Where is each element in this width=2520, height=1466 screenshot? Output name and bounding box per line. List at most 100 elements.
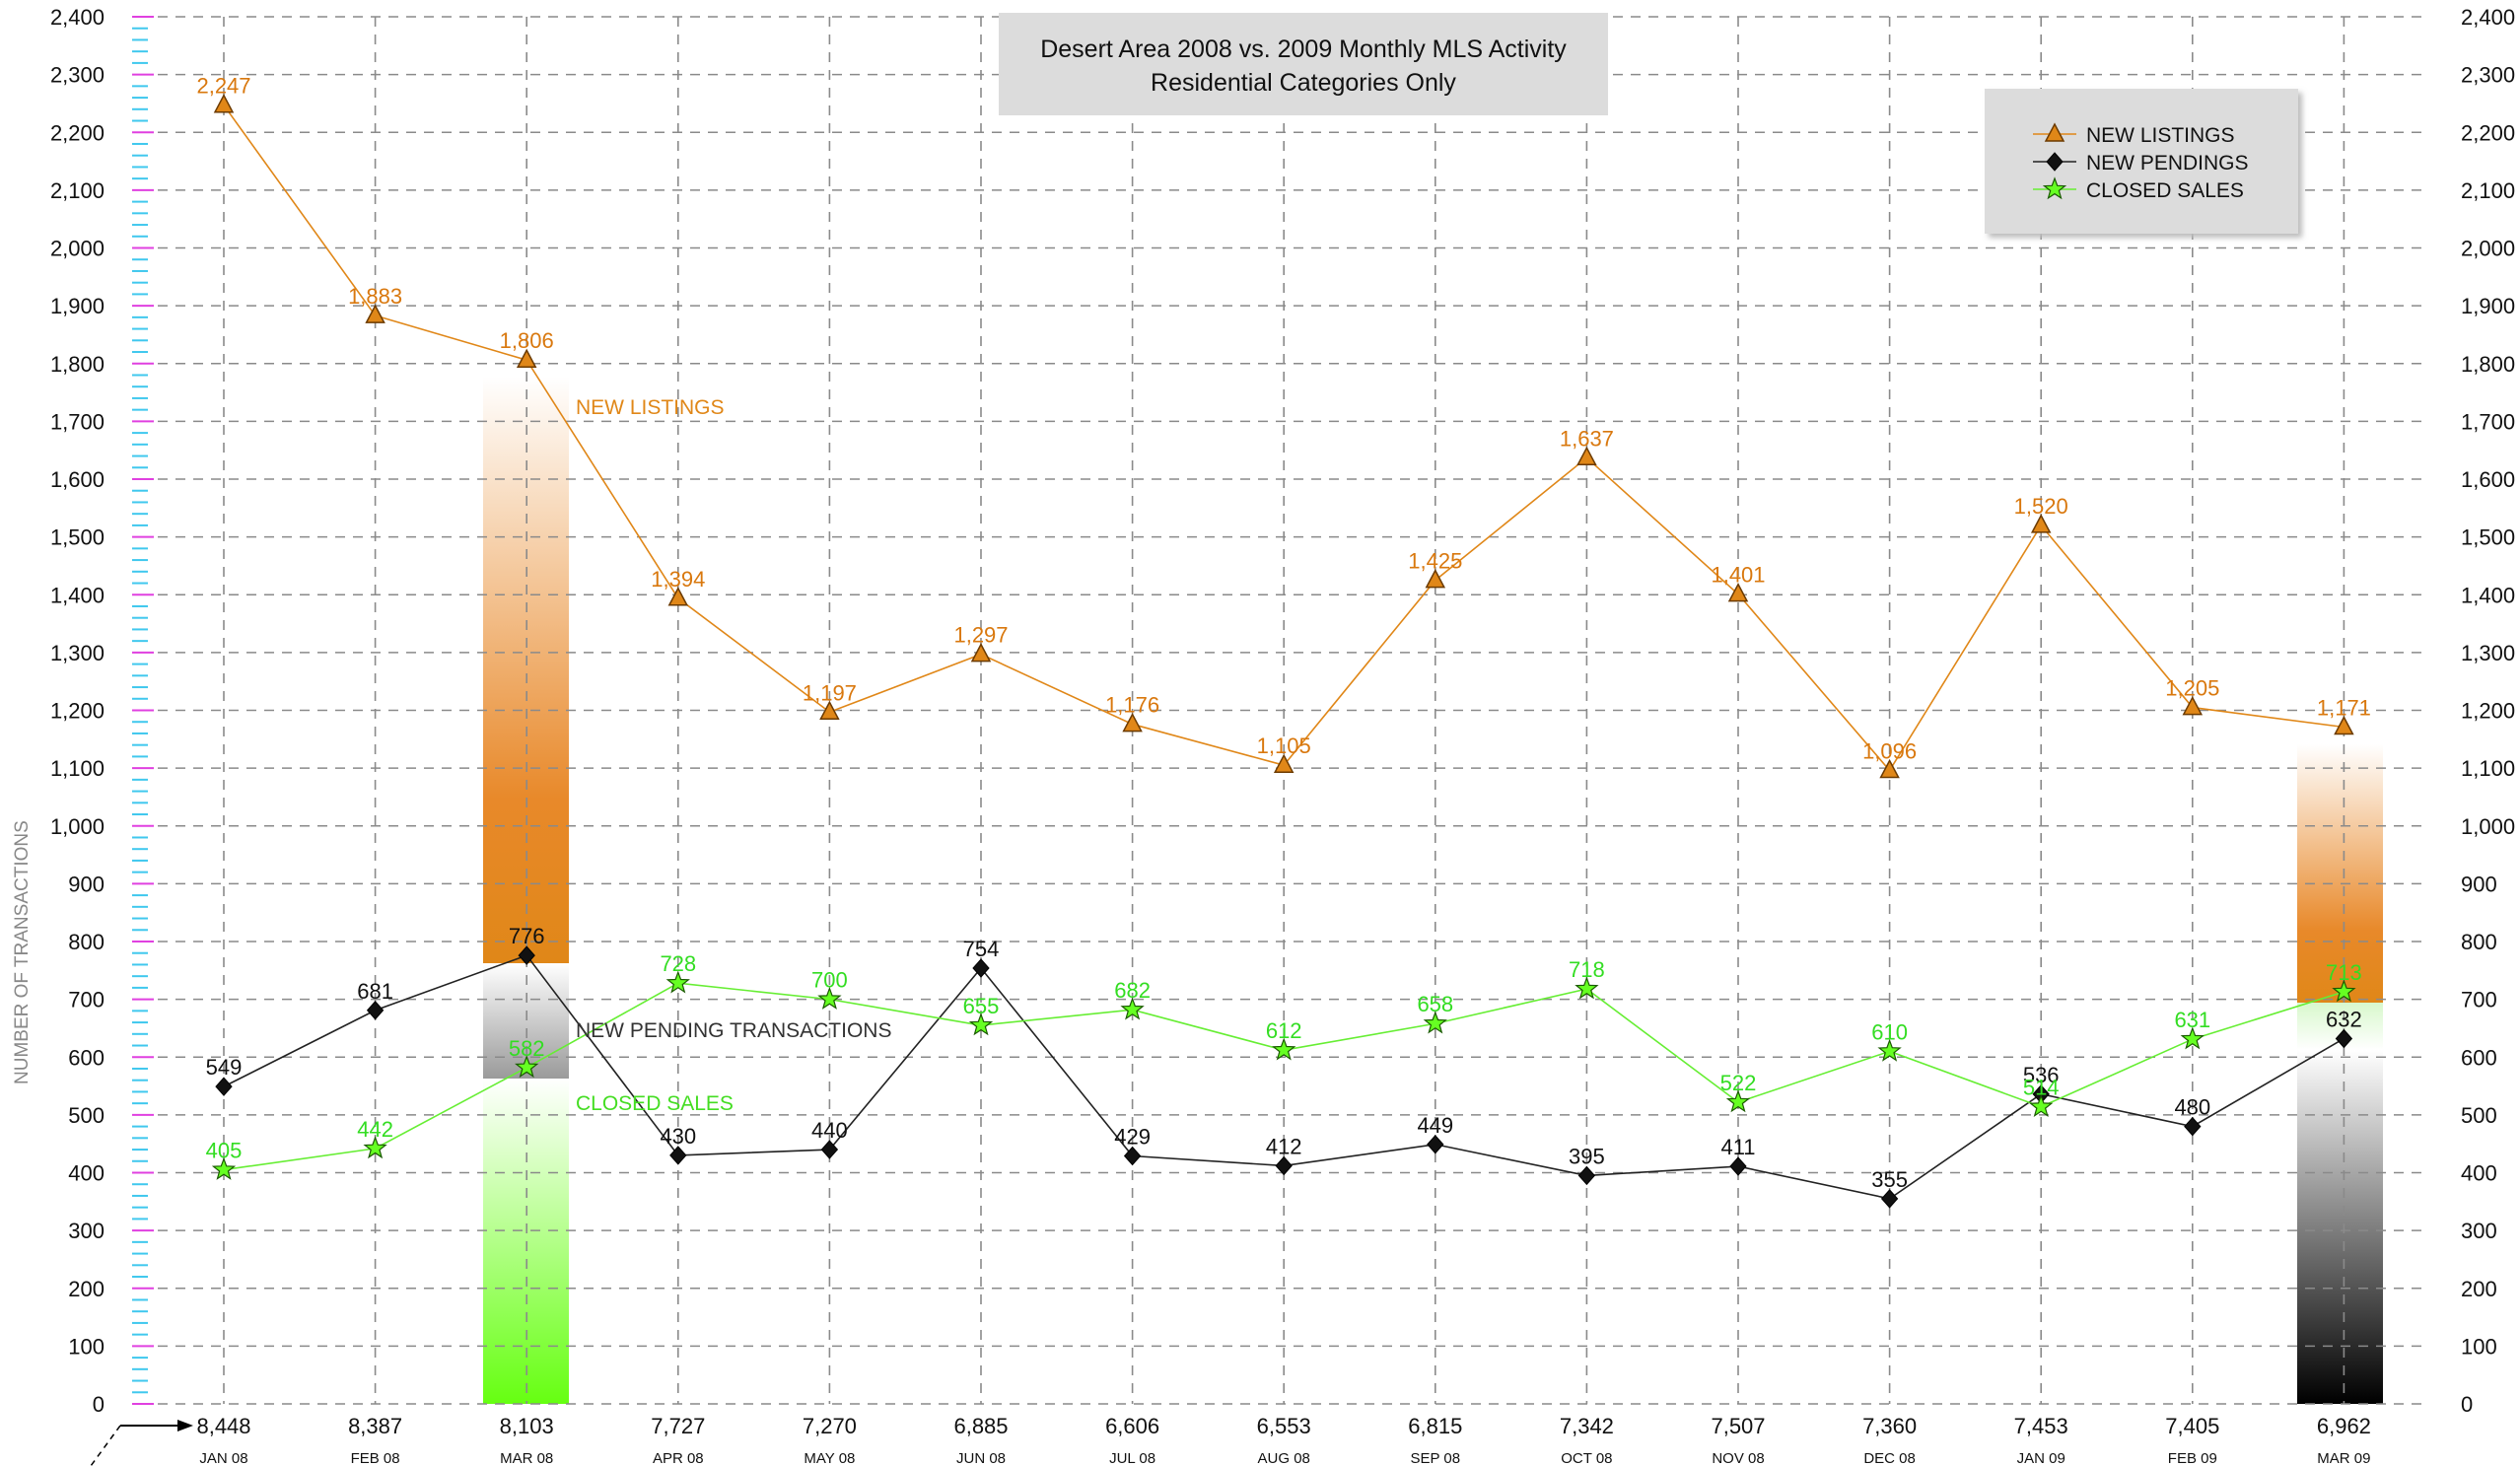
y-tick-label-right: 400 xyxy=(2461,1161,2497,1186)
x-tick-label: JUN 08 xyxy=(956,1450,1006,1466)
y-tick-label-right: 700 xyxy=(2461,988,2497,1012)
y-tick-label-right: 600 xyxy=(2461,1045,2497,1070)
inventory-label: 7,342 xyxy=(1560,1414,1614,1438)
new-pendings-marker xyxy=(820,1140,839,1159)
x-tick-label: NOV 08 xyxy=(1712,1450,1764,1466)
x-tick-label: JUL 08 xyxy=(1109,1450,1155,1466)
series-markers xyxy=(211,94,2356,1209)
x-tick-label: JAN 08 xyxy=(199,1450,247,1466)
annotation-new-pendings: NEW PENDING TRANSACTIONS xyxy=(576,1019,891,1042)
new-listings-data-label: 1,401 xyxy=(1711,563,1765,588)
new-pendings-marker xyxy=(1880,1189,1899,1209)
y-axis-right: 0 100 200 300 400 500 600 700 800 900 1,000 1,100 1,… xyxy=(2461,5,2515,1417)
closed-sales-marker xyxy=(211,1156,237,1180)
new-listings-marker xyxy=(970,643,992,663)
new-listings-marker xyxy=(1122,712,1143,733)
y-tick-label-left: 100 xyxy=(68,1334,105,1359)
y-tick-label-right: 1,700 xyxy=(2461,409,2515,434)
closed-sales-data-label: 658 xyxy=(1417,992,1453,1016)
ruler-ticks xyxy=(132,16,154,1405)
x-tick-label: FEB 08 xyxy=(351,1450,400,1466)
y-tick-label-left: 700 xyxy=(68,988,105,1012)
inventory-label: 7,727 xyxy=(651,1414,705,1438)
inventory-label: 7,270 xyxy=(803,1414,857,1438)
y-tick-label-right: 1,800 xyxy=(2461,352,2515,377)
closed-sales-data-label: 700 xyxy=(811,968,848,993)
title-line-2: Residential Categories Only xyxy=(1151,69,1456,97)
closed-sales-data-label: 631 xyxy=(2174,1008,2210,1032)
closed-sales-data-label: 713 xyxy=(2326,960,2362,985)
new-listings-data-label: 1,205 xyxy=(2165,676,2219,701)
inventory-label: 6,553 xyxy=(1257,1414,1311,1438)
y-tick-label-left: 2,400 xyxy=(50,5,105,30)
inventory-label: 8,448 xyxy=(196,1414,250,1438)
annotation-closed-sales: CLOSED SALES xyxy=(576,1092,734,1115)
y-tick-label-right: 800 xyxy=(2461,930,2497,954)
new-pendings-data-label: 449 xyxy=(1417,1113,1453,1138)
annotation-new-listings: NEW LISTINGS xyxy=(576,396,725,419)
new-pendings-data-label: 430 xyxy=(660,1124,696,1149)
new-pendings-data-label: 632 xyxy=(2326,1007,2362,1031)
y-tick-label-right: 2,300 xyxy=(2461,63,2515,88)
x-tick-label: OCT 08 xyxy=(1561,1450,1612,1466)
y-tick-label-right: 1,000 xyxy=(2461,814,2515,839)
new-listings-marker xyxy=(1273,753,1295,773)
y-tick-label-right: 200 xyxy=(2461,1277,2497,1301)
new-listings-data-label: 2,247 xyxy=(196,74,250,99)
y-tick-label-left: 1,900 xyxy=(50,294,105,318)
new-listings-marker xyxy=(1879,758,1900,779)
new-pendings-marker xyxy=(972,958,990,978)
y-tick-label-left: 500 xyxy=(68,1103,105,1128)
x-axis: 8,448 JAN 08 8,387 FEB 08 8,103 MAR 08 7,727 AP… xyxy=(196,1414,2370,1466)
legend-label-closed-sales: CLOSED SALES xyxy=(2086,179,2244,202)
x-tick-label: MAY 08 xyxy=(804,1450,855,1466)
x-tick-label: MAR 08 xyxy=(500,1450,553,1466)
new-listings-data-label: 1,806 xyxy=(500,328,554,353)
closed-sales-marker xyxy=(1877,1038,1902,1062)
closed-sales-marker xyxy=(2029,1093,2054,1117)
closed-sales-data-label: 514 xyxy=(2023,1076,2060,1100)
new-pendings-marker xyxy=(1729,1156,1747,1176)
y-tick-label-right: 2,400 xyxy=(2461,5,2515,30)
closed-sales-data-label: 655 xyxy=(963,994,1000,1018)
legend: NEW LISTINGS NEW PENDINGS CLOSED SALES xyxy=(1985,89,2298,234)
y-tick-label-right: 2,200 xyxy=(2461,120,2515,145)
inventory-label: 8,387 xyxy=(348,1414,402,1438)
y-tick-label-left: 300 xyxy=(68,1219,105,1243)
y-tick-label-right: 500 xyxy=(2461,1103,2497,1128)
legend-label-new-listings: NEW LISTINGS xyxy=(2086,124,2235,147)
closed-sales-marker xyxy=(817,986,842,1010)
new-listings-data-label: 1,197 xyxy=(803,680,857,705)
y-tick-label-right: 300 xyxy=(2461,1219,2497,1243)
inventory-label: 7,453 xyxy=(2014,1414,2068,1438)
new-listings-data-label: 1,883 xyxy=(348,284,402,309)
new-listings-data-label: 1,425 xyxy=(1408,549,1462,574)
new-pendings-data-label: 754 xyxy=(963,937,1000,961)
new-listings-data-label: 1,096 xyxy=(1862,738,1917,763)
closed-sales-marker xyxy=(1575,976,1599,1000)
closed-sales-marker xyxy=(1272,1037,1296,1061)
new-pendings-data-label: 776 xyxy=(509,924,545,948)
new-pendings-marker xyxy=(1275,1155,1293,1176)
chart-title: Desert Area 2008 vs. 2009 Monthly MLS Ac… xyxy=(999,13,1608,115)
y-tick-label-right: 2,000 xyxy=(2461,237,2515,261)
closed-sales-data-label: 612 xyxy=(1266,1018,1302,1043)
x-tick-label: JAN 09 xyxy=(2017,1450,2065,1466)
new-pendings-marker xyxy=(1427,1135,1444,1154)
new-listings-data-label: 1,394 xyxy=(651,567,705,592)
x-tick-label: APR 08 xyxy=(653,1450,704,1466)
y-tick-label-left: 1,500 xyxy=(50,525,105,550)
new-pendings-marker xyxy=(518,945,535,965)
new-listings-marker xyxy=(2030,514,2052,533)
closed-sales-data-label: 582 xyxy=(509,1036,545,1061)
closed-sales-data-label: 718 xyxy=(1569,957,1605,982)
closed-sales-marker xyxy=(1725,1089,1751,1113)
y-tick-label-right: 1,100 xyxy=(2461,756,2515,781)
new-listings-marker xyxy=(819,700,840,721)
y-tick-label-right: 100 xyxy=(2461,1334,2497,1359)
new-listings-marker xyxy=(667,587,689,606)
y-tick-label-left: 800 xyxy=(68,930,105,954)
closed-sales-marker xyxy=(1120,997,1145,1020)
y-tick-label-right: 1,300 xyxy=(2461,641,2515,665)
new-pendings-data-label: 411 xyxy=(1720,1135,1755,1159)
